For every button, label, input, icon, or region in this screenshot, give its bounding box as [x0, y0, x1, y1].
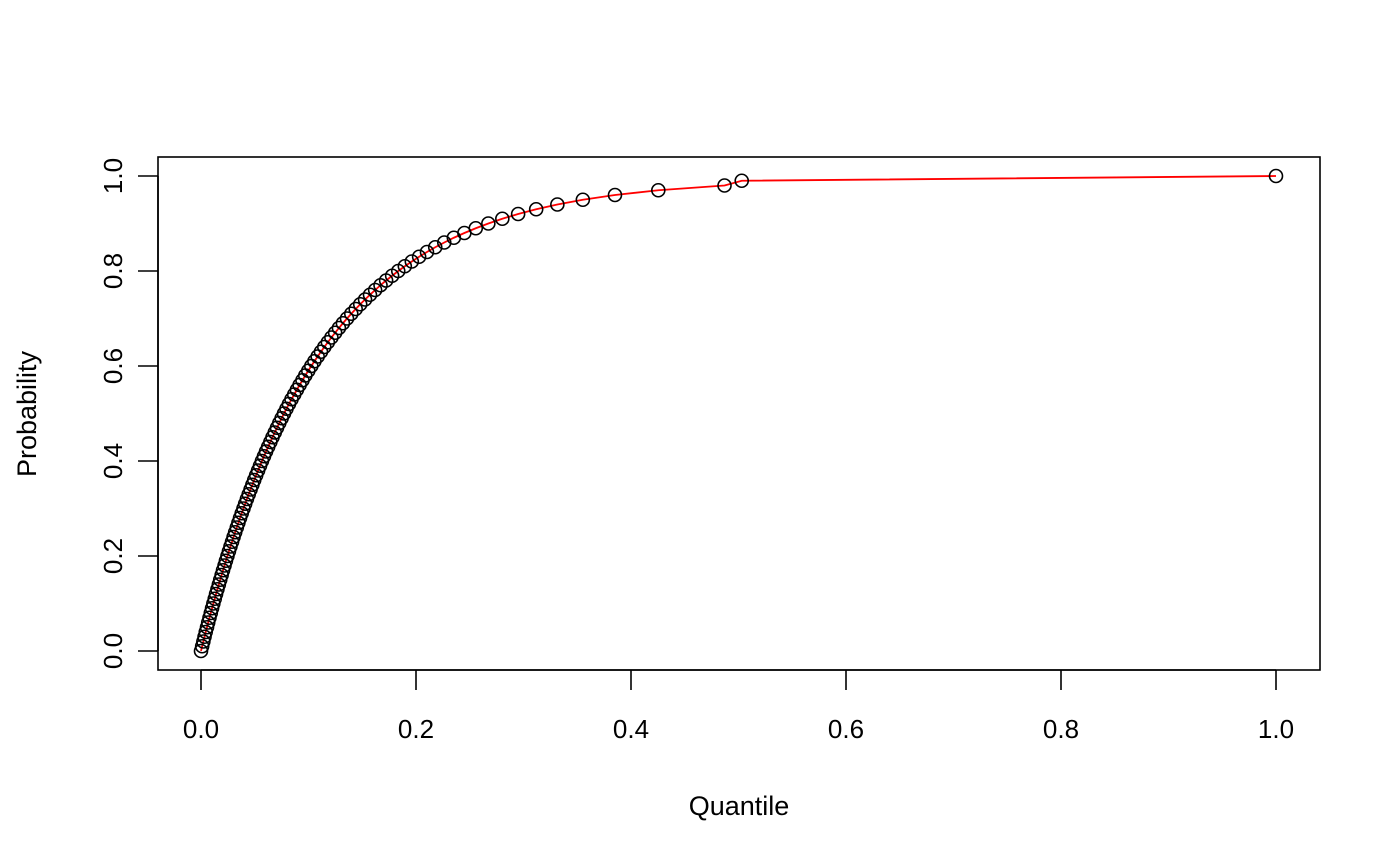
data-point: [327, 325, 343, 341]
data-point: [320, 334, 336, 350]
data-point: [343, 306, 359, 322]
data-point: [651, 182, 666, 198]
data-point: [436, 235, 452, 250]
data-point: [348, 301, 363, 317]
data-point: [316, 339, 332, 355]
y-tick-label: 0.2: [98, 538, 128, 574]
data-point: [528, 201, 544, 217]
data-point: [495, 211, 510, 227]
y-tick-label: 0.8: [98, 253, 128, 289]
x-tick-label: 1.0: [1258, 714, 1294, 744]
data-point: [717, 178, 732, 193]
data-point: [510, 206, 526, 222]
x-tick-label: 0.4: [613, 714, 649, 744]
y-tick-label: 0.4: [98, 443, 128, 479]
data-point: [357, 292, 373, 307]
y-tick-label: 0.0: [98, 633, 128, 669]
data-point: [362, 287, 378, 303]
data-point: [339, 311, 355, 326]
data-point: [427, 239, 443, 255]
data-point: [335, 315, 351, 331]
data-point: [575, 192, 591, 208]
x-tick-label: 0.0: [183, 714, 219, 744]
data-point: [481, 216, 496, 231]
y-axis-label: Probability: [12, 350, 42, 477]
data-point: [324, 330, 339, 345]
data-point: [352, 296, 368, 312]
data-point: [419, 244, 435, 260]
x-axis-label: Quantile: [689, 791, 790, 821]
y-axis: 0.0 0.2 0.4 0.6 0.8 1.0: [98, 158, 159, 669]
data-point: [468, 220, 484, 236]
x-axis: 0.0 0.2 0.4 0.6 0.8 1.0: [183, 669, 1294, 744]
cdf-curve: [200, 175, 1277, 652]
data-point: [367, 282, 383, 298]
data-point: [550, 197, 565, 212]
data-point: [331, 320, 347, 336]
x-tick-label: 0.8: [1043, 714, 1079, 744]
cdf-curve-layer: [200, 175, 1277, 652]
y-tick-label: 1.0: [98, 158, 128, 194]
data-point: [734, 173, 750, 189]
quantile-points-layer: [193, 168, 1284, 659]
data-point: [411, 249, 427, 265]
data-point: [1268, 168, 1284, 184]
x-tick-label: 0.2: [398, 714, 434, 744]
plot-area-frame: [157, 156, 1321, 671]
data-point: [607, 187, 623, 203]
y-tick-label: 0.6: [98, 348, 128, 384]
x-tick-label: 0.6: [828, 714, 864, 744]
data-point: [404, 254, 420, 269]
